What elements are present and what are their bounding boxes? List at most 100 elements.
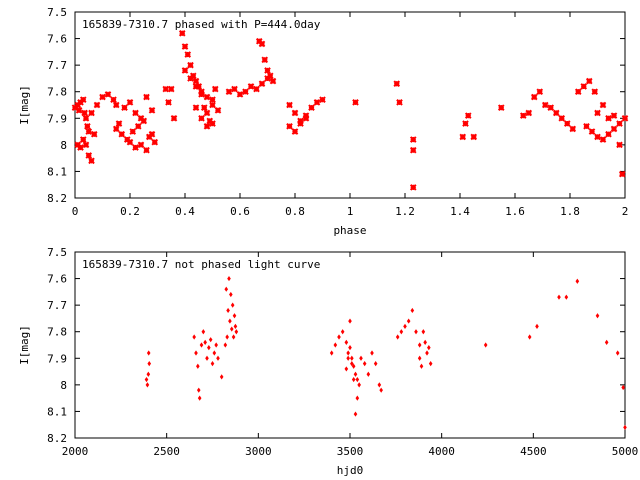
unphased-x-axis-label: hjd0 — [337, 464, 364, 477]
phased-data-point — [181, 67, 189, 74]
phased-y-tick-label: 7.8 — [47, 86, 67, 99]
phased-data-point — [85, 152, 93, 159]
unphased-data-point — [229, 326, 234, 332]
unphased-data-point — [353, 371, 358, 377]
phased-data-point — [291, 128, 299, 135]
phased-data-point — [594, 133, 601, 141]
phased-data-point — [269, 77, 277, 85]
phased-data-point — [605, 130, 612, 138]
phased-data-point — [519, 112, 527, 119]
unphased-data-point — [210, 361, 215, 367]
unphased-data-point — [595, 313, 600, 319]
phased-data-point — [462, 120, 469, 127]
phased-data-point — [459, 133, 467, 141]
unphased-data-point — [199, 342, 204, 348]
phased-data-point — [203, 109, 211, 117]
phased-data-point — [195, 83, 203, 90]
phased-data-point — [178, 29, 186, 37]
unphased-data-point — [231, 334, 236, 340]
phased-data-point — [525, 109, 533, 117]
phased-data-point — [247, 83, 255, 90]
phased-data-point — [583, 122, 590, 130]
unphased-data-point — [205, 355, 209, 361]
phased-x-tick-label: 1 — [347, 205, 354, 218]
unphased-data-point — [340, 329, 345, 335]
unphased-data-point — [414, 329, 418, 335]
phased-data-point — [203, 122, 211, 130]
phased-data-point — [79, 136, 87, 143]
unphased-data-point — [604, 339, 609, 345]
unphased-data-point — [197, 395, 202, 401]
phased-data-point — [610, 112, 618, 119]
unphased-y-axis-label: I[mag] — [18, 325, 31, 365]
unphased-data-point — [483, 342, 488, 348]
phased-y-tick-label: 8 — [60, 139, 67, 152]
phased-data-point — [84, 122, 91, 130]
phased-x-tick-label: 1.2 — [395, 205, 415, 218]
unphased-data-point — [232, 313, 237, 319]
phased-data-point — [110, 96, 117, 103]
phased-data-point — [261, 56, 269, 64]
phased-data-point — [308, 104, 315, 111]
unphased-data-point — [417, 355, 422, 361]
phased-data-point — [203, 93, 211, 101]
unphased-axis-ticks: 2000 2500 3000 3500 4000 4500 5000 7.5 7.6 7.7 7.8… — [47, 246, 638, 458]
unphased-data-point — [146, 350, 151, 356]
phased-data-point — [588, 128, 596, 135]
phased-x-tick-label: 1.8 — [560, 205, 580, 218]
unphased-plot-frame — [74, 251, 626, 439]
unphased-data-point — [423, 339, 427, 345]
phased-data-point — [470, 133, 478, 141]
unphased-data-point — [399, 329, 404, 335]
unphased-data-point — [621, 384, 625, 391]
phased-x-tick-label: 0 — [72, 205, 79, 218]
phased-data-point — [286, 101, 293, 109]
unphased-data-point — [377, 382, 382, 388]
phased-chart-title: 165839-7310.7 phased with P=444.0day — [82, 18, 321, 31]
unphased-data-point — [425, 350, 429, 356]
phased-data-point — [82, 141, 90, 149]
unphased-data-point — [234, 329, 239, 335]
phased-data-point — [409, 146, 417, 154]
unphased-x-tick-label: 3500 — [337, 445, 364, 458]
phased-y-tick-label: 8.2 — [47, 192, 67, 205]
phased-data-point — [88, 109, 95, 117]
unphased-data-point — [373, 361, 378, 367]
phased-plot-frame — [74, 11, 626, 199]
phased-data-point — [621, 114, 629, 122]
phased-data-point — [585, 77, 593, 85]
unphased-data-point — [337, 334, 341, 340]
phased-x-tick-label: 0.8 — [285, 205, 305, 218]
phased-data-point — [264, 67, 271, 74]
unphased-data-point — [362, 361, 367, 367]
phased-data-points — [71, 29, 629, 191]
phased-data-point — [148, 107, 156, 114]
phased-light-curve-panel: 0 0.2 0.4 0.6 0.8 1 1.2 1.4 1.6 1.8 2 7.5 7.6 7.7 7.8 7… — [18, 6, 628, 237]
phased-data-point — [409, 136, 417, 143]
unphased-data-point — [410, 307, 415, 314]
unphased-x-tick-label: 2500 — [153, 445, 180, 458]
phased-data-point — [81, 109, 88, 117]
phased-x-tick-label: 0.6 — [230, 205, 250, 218]
unphased-data-point — [208, 337, 213, 343]
phased-x-tick-label: 1.4 — [450, 205, 470, 218]
phased-data-point — [162, 85, 170, 93]
phased-data-point — [396, 99, 403, 106]
phased-data-point — [99, 93, 106, 101]
phased-data-point — [291, 109, 299, 117]
phased-data-point — [616, 141, 623, 149]
unphased-data-point — [406, 318, 411, 324]
phased-data-point — [209, 101, 216, 109]
phased-data-point — [536, 88, 544, 96]
phased-data-point — [563, 120, 571, 127]
phased-data-point — [165, 99, 172, 106]
unphased-data-point — [557, 294, 561, 300]
unphased-data-point — [353, 411, 358, 417]
phased-x-tick-label: 2 — [622, 205, 629, 218]
phased-data-point — [192, 104, 200, 111]
phased-data-point — [132, 144, 139, 151]
unphased-y-tick-label: 8 — [60, 379, 67, 392]
phased-data-point — [115, 120, 123, 127]
unphased-data-point — [366, 371, 371, 377]
